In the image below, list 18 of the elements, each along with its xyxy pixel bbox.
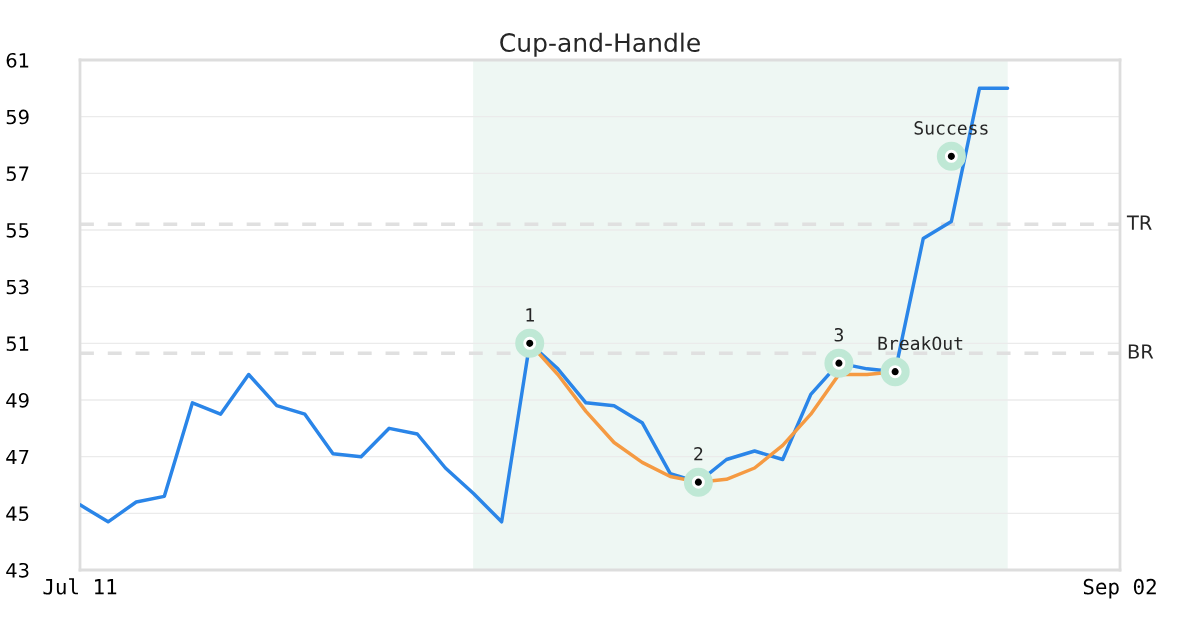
y-tick-label: 59 [6,109,29,125]
y-tick-label: 47 [6,449,29,465]
ref-line-label: BR [1128,344,1154,359]
chart-title: Cup-and-Handle [500,32,700,57]
y-tick-label: 57 [6,166,29,181]
y-tick-label: 49 [6,392,29,408]
x-tick-label: Sep 02 [1083,578,1156,599]
series-label: 1 [526,308,534,322]
y-tick-label: 51 [6,336,29,351]
y-tick-label: 55 [6,223,29,238]
series-label: 3 [834,327,843,342]
series-label: 2 [694,446,703,461]
y-tick-label: 45 [6,506,29,521]
y-tick-label: 53 [6,279,29,295]
x-tick-label: Jul 11 [43,578,117,595]
ref-line-label: TR [1126,215,1152,230]
y-tick-label: 43 [6,562,29,578]
y-tick-label: 61 [6,52,29,68]
